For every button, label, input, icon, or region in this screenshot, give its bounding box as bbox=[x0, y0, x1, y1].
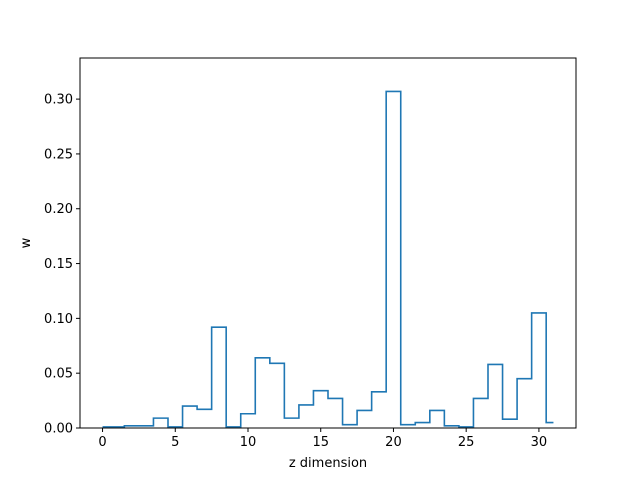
y-tick-label: 0.15 bbox=[44, 257, 73, 272]
x-axis-ticks: 0 5 10 15 20 25 30 bbox=[98, 428, 547, 450]
y-tick-label: 0.30 bbox=[44, 93, 73, 108]
x-tick-label: 15 bbox=[312, 435, 329, 450]
x-tick-label: 30 bbox=[531, 435, 548, 450]
y-tick-label: 0.20 bbox=[44, 202, 73, 217]
y-axis-ticks: 0.00 0.05 0.10 0.15 0.20 0.25 0.30 bbox=[44, 93, 80, 437]
x-tick-label: 10 bbox=[240, 435, 257, 450]
y-tick-label: 0.10 bbox=[44, 312, 73, 327]
y-tick-label: 0.25 bbox=[44, 147, 73, 162]
x-axis-label: z dimension bbox=[289, 456, 367, 471]
x-tick-label: 0 bbox=[98, 435, 106, 450]
plot-area bbox=[102, 90, 554, 428]
series-step-line bbox=[102, 90, 554, 428]
y-tick-label: 0.00 bbox=[44, 422, 73, 437]
x-tick-label: 25 bbox=[458, 435, 475, 450]
axes-frame bbox=[79, 57, 577, 429]
y-tick-label: 0.05 bbox=[44, 367, 73, 382]
y-axis-label: w bbox=[19, 237, 34, 248]
x-tick-label: 5 bbox=[171, 435, 179, 450]
x-tick-label: 20 bbox=[385, 435, 402, 450]
